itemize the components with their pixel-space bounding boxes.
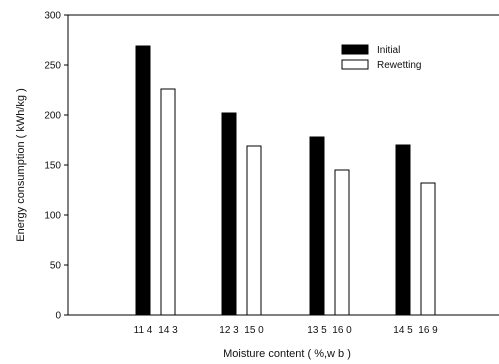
bar-initial-1 — [221, 112, 237, 316]
y-tick-label: 300 — [44, 11, 61, 22]
y-tick-label: 100 — [44, 211, 61, 222]
y-axis-ticks: 0 50 100 150 200 250 300 — [44, 11, 68, 322]
x-axis-title: Moisture content ( %,w b ) — [223, 348, 351, 360]
y-tick-label: 0 — [55, 311, 61, 322]
y-tick-label: 200 — [44, 111, 61, 122]
x-tick-label-initial: 12 3 — [219, 325, 239, 336]
bars-group — [135, 45, 436, 316]
y-tick-label: 50 — [50, 261, 62, 272]
legend-label-initial: Initial — [377, 45, 400, 56]
x-tick-label-rewetting: 16 0 — [332, 325, 352, 336]
bar-rewetting-2 — [334, 169, 350, 316]
x-tick-label-initial: 13 5 — [307, 325, 327, 336]
x-tick-label-rewetting: 15 0 — [244, 325, 264, 336]
x-tick-label-rewetting: 14 3 — [158, 325, 178, 336]
bar-initial-2 — [309, 136, 325, 316]
x-tick-label-rewetting: 16 9 — [418, 325, 438, 336]
legend-swatch-initial — [341, 44, 369, 55]
bar-rewetting-1 — [246, 145, 262, 316]
y-tick-label: 150 — [44, 161, 61, 172]
bar-initial-0 — [135, 45, 151, 316]
bar-rewetting-0 — [160, 88, 176, 316]
x-axis-ticks: 11 4 14 3 12 3 15 0 13 5 16 0 14 5 16 9 — [134, 325, 439, 336]
legend-swatch-rewetting — [341, 59, 369, 70]
axes — [67, 14, 499, 316]
y-tick-label: 250 — [44, 61, 61, 72]
x-tick-label-initial: 11 4 — [134, 325, 153, 336]
legend: Initial Rewetting — [341, 44, 421, 71]
x-tick-label-initial: 14 5 — [393, 325, 413, 336]
bar-rewetting-3 — [420, 182, 436, 316]
bar-initial-3 — [395, 144, 411, 316]
y-axis-title: Energy consumption ( kWh/kg ) — [15, 88, 27, 241]
legend-label-rewetting: Rewetting — [377, 60, 421, 71]
